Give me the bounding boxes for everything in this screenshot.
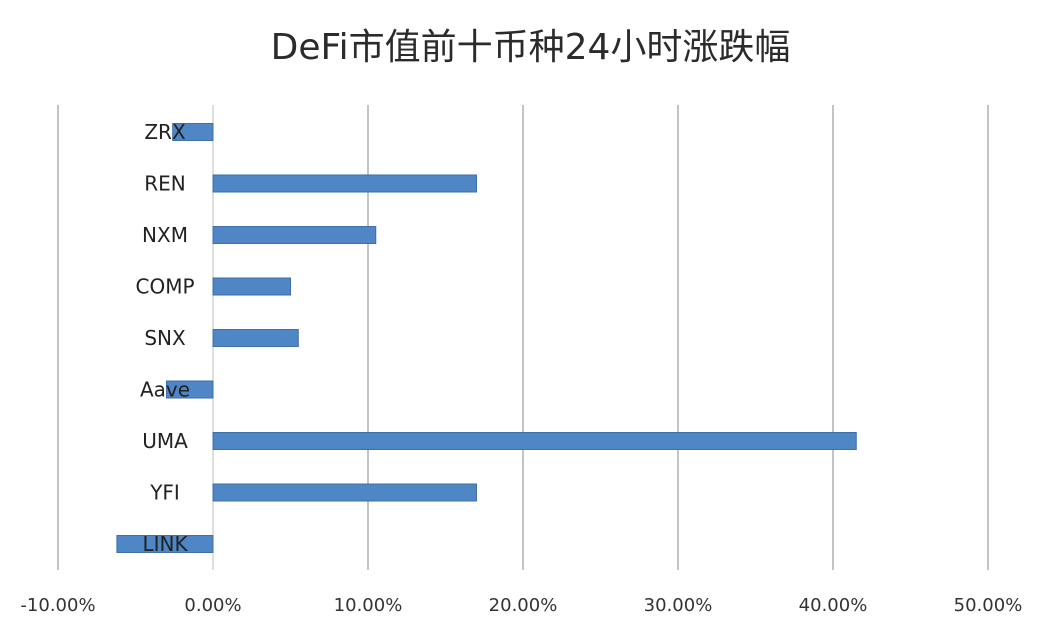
bar-yfi (212, 483, 477, 502)
bar-snx (212, 329, 299, 347)
category-label: NXM (142, 223, 188, 247)
bar-ren (212, 174, 477, 193)
chart-title: DeFi市值前十币种24小时涨跌幅 (270, 27, 791, 68)
category-label: REN (144, 172, 186, 196)
x-tick-label: 30.00% (644, 595, 713, 616)
category-label: SNX (144, 326, 186, 350)
x-tick-labels: -10.00% 0.00% 10.00% 20.00% 30.00% 40.00% 50.0… (20, 595, 1022, 616)
category-label: UMA (142, 429, 188, 453)
category-label: YFI (149, 481, 180, 505)
bars (116, 123, 857, 553)
bar-uma (212, 432, 857, 450)
category-labels: ZRX REN NXM COMP SNX Aave UMA YFI LINK (135, 120, 194, 556)
x-tick-label: -10.00% (20, 595, 95, 616)
category-label: COMP (135, 275, 194, 299)
bar-nxm (212, 226, 377, 244)
x-tick-label: 10.00% (334, 595, 403, 616)
bar-aave (166, 380, 214, 399)
x-tick-label: 50.00% (954, 595, 1023, 616)
category-label: LINK (142, 532, 188, 556)
bar-comp (212, 277, 291, 296)
x-tick-label: 20.00% (489, 595, 558, 616)
x-tick-label: 40.00% (799, 595, 868, 616)
category-label: Aave (140, 378, 190, 402)
x-tick-label: 0.00% (184, 595, 241, 616)
category-label: ZRX (144, 120, 186, 144)
grid-lines (57, 105, 989, 570)
bar-link (116, 535, 214, 553)
bar-zrx (172, 123, 214, 141)
